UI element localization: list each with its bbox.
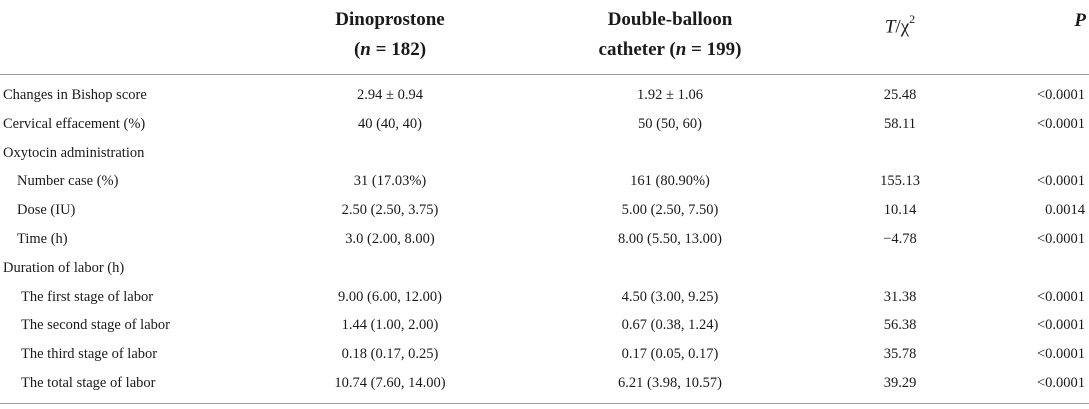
table-row: Cervical effacement (%) 40 (40, 40) 50 (… <box>0 110 1089 139</box>
header-double-balloon-n: catheter (n = 199) <box>540 35 800 65</box>
cell-p-value: <0.0001 <box>1036 87 1085 103</box>
cell-dinoprostone: 2.94 ± 0.94 <box>357 87 423 103</box>
cell-statistic: 58.11 <box>883 115 917 132</box>
row-label: Time (h) <box>17 230 68 247</box>
row-label: The first stage of labor <box>21 288 154 305</box>
chi-symbol: /χ <box>895 16 910 38</box>
header-dinoprostone-n: (n = 182) <box>285 35 495 65</box>
cell-p-value: <0.0001 <box>1036 288 1085 305</box>
cell-p-value: <0.0001 <box>1036 173 1085 190</box>
cell-p-value: <0.0001 <box>1036 317 1085 334</box>
header-double-balloon-title: Double-balloon <box>607 9 733 30</box>
row-label: Dose (IU) <box>17 202 76 219</box>
row-label: Duration of labor (h) <box>3 259 125 276</box>
header-double-balloon: Double-balloon catheter (n = 199) <box>540 5 800 65</box>
table-row: Number case (%) 31 (17.03%) 161 (80.90%)… <box>0 167 1089 196</box>
header-dinoprostone-title: Dinoprostone <box>335 9 445 30</box>
table-row-group-header: Duration of labor (h) <box>0 254 1089 283</box>
cell-dinoprostone: 40 (40, 40) <box>357 115 423 132</box>
paren-open: ( <box>353 39 361 60</box>
cell-statistic: −4.78 <box>883 230 917 247</box>
cell-double-balloon: 5.00 (2.50, 7.50) <box>621 202 719 219</box>
table-row: Time (h) 3.0 (2.00, 8.00) 8.00 (5.50, 13… <box>0 225 1089 254</box>
cell-dinoprostone: 10.74 (7.60, 14.00) <box>334 374 446 391</box>
cell-p-value: 0.0014 <box>1045 202 1085 219</box>
row-label: Cervical effacement (%) <box>3 115 146 132</box>
cell-p-value: <0.0001 <box>1036 115 1085 132</box>
cell-statistic: 35.78 <box>883 346 917 363</box>
cell-p-value: <0.0001 <box>1036 230 1085 247</box>
header-dinoprostone: Dinoprostone (n = 182) <box>285 5 495 65</box>
row-label: Number case (%) <box>17 173 119 190</box>
header-divider <box>0 74 1089 75</box>
cell-double-balloon: 6.21 (3.98, 10.57) <box>618 374 722 391</box>
cell-double-balloon: 4.50 (3.00, 9.25) <box>621 288 719 305</box>
row-label: The total stage of labor <box>21 374 156 391</box>
cell-statistic: 31.38 <box>883 288 917 305</box>
cell-statistic: 10.14 <box>883 202 917 219</box>
cell-dinoprostone: 31 (17.03%) <box>353 173 427 190</box>
cell-statistic: 155.13 <box>880 173 920 190</box>
n-value: = 182) <box>370 39 427 60</box>
cell-double-balloon: 0.17 (0.05, 0.17) <box>621 346 719 363</box>
p-symbol: P <box>1074 10 1086 31</box>
row-label: The third stage of labor <box>21 346 158 363</box>
table-row: The third stage of labor 0.18 (0.17, 0.2… <box>0 340 1089 369</box>
table-row: The second stage of labor 1.44 (1.00, 2.… <box>0 311 1089 340</box>
cell-statistic: 25.48 <box>883 87 917 103</box>
cell-dinoprostone: 1.44 (1.00, 2.00) <box>341 317 439 334</box>
table-body: Changes in Bishop score 2.94 ± 0.94 1.92… <box>0 81 1089 398</box>
cell-p-value: <0.0001 <box>1036 346 1085 363</box>
header-test-statistic: T/χ2 <box>850 6 950 42</box>
row-label: Oxytocin administration <box>3 144 145 161</box>
table-row: Changes in Bishop score 2.94 ± 0.94 1.92… <box>0 81 1089 110</box>
cell-double-balloon: 50 (50, 60) <box>637 115 703 132</box>
cell-dinoprostone: 0.18 (0.17, 0.25) <box>341 346 439 363</box>
header-p-value: P <box>1030 6 1086 36</box>
n-value: = 199) <box>686 39 742 60</box>
cell-dinoprostone: 2.50 (2.50, 3.75) <box>341 202 439 219</box>
cell-double-balloon: 1.92 ± 1.06 <box>637 87 703 103</box>
cell-dinoprostone: 3.0 (2.00, 8.00) <box>345 230 435 247</box>
table-row: The total stage of labor 10.74 (7.60, 14… <box>0 369 1089 398</box>
cell-double-balloon: 161 (80.90%) <box>630 173 710 190</box>
table-row-group-header: Oxytocin administration <box>0 139 1089 168</box>
cell-double-balloon: 0.67 (0.38, 1.24) <box>621 317 719 334</box>
table-bottom-rule <box>0 403 1089 404</box>
n-var: n <box>675 39 687 60</box>
catheter-text: catheter ( <box>598 39 676 60</box>
cell-p-value: <0.0001 <box>1036 374 1085 391</box>
chi-superscript: 2 <box>909 12 916 26</box>
cell-statistic: 39.29 <box>883 374 917 391</box>
table-header: Dinoprostone (n = 182) Double-balloon ca… <box>0 0 1089 74</box>
table-row: Dose (IU) 2.50 (2.50, 3.75) 5.00 (2.50, … <box>0 196 1089 225</box>
row-label: The second stage of labor <box>21 317 170 334</box>
cell-double-balloon: 8.00 (5.50, 13.00) <box>618 230 722 247</box>
n-var: n <box>360 39 371 60</box>
row-label: Changes in Bishop score <box>3 87 147 103</box>
table-row: The first stage of labor 9.00 (6.00, 12.… <box>0 283 1089 312</box>
cell-dinoprostone: 9.00 (6.00, 12.00) <box>338 288 442 305</box>
t-symbol: T <box>884 16 896 38</box>
cell-statistic: 56.38 <box>883 317 917 334</box>
